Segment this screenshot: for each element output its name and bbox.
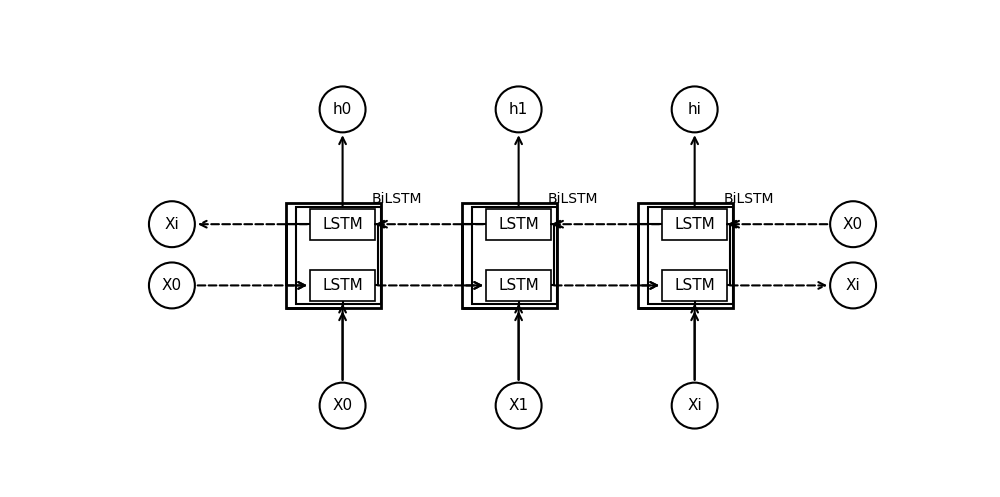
Text: LSTM: LSTM	[674, 278, 715, 293]
FancyBboxPatch shape	[310, 270, 375, 301]
Circle shape	[830, 262, 876, 308]
Text: h1: h1	[509, 102, 528, 117]
Circle shape	[149, 201, 195, 247]
Text: X1: X1	[509, 398, 529, 413]
Text: Xi: Xi	[687, 398, 702, 413]
Circle shape	[496, 86, 542, 132]
FancyBboxPatch shape	[662, 270, 727, 301]
FancyBboxPatch shape	[486, 209, 551, 240]
Text: LSTM: LSTM	[322, 278, 363, 293]
Circle shape	[830, 201, 876, 247]
Circle shape	[672, 86, 718, 132]
FancyBboxPatch shape	[486, 270, 551, 301]
Text: Xi: Xi	[846, 278, 860, 293]
FancyBboxPatch shape	[310, 209, 375, 240]
Text: LSTM: LSTM	[674, 217, 715, 232]
Text: LSTM: LSTM	[498, 278, 539, 293]
Text: X0: X0	[162, 278, 182, 293]
Text: hi: hi	[688, 102, 702, 117]
Text: LSTM: LSTM	[498, 217, 539, 232]
Circle shape	[496, 383, 542, 428]
Circle shape	[149, 262, 195, 308]
Text: BiLSTM: BiLSTM	[723, 192, 774, 206]
Circle shape	[320, 383, 366, 428]
Text: h0: h0	[333, 102, 352, 117]
Text: BiLSTM: BiLSTM	[547, 192, 598, 206]
Text: Xi: Xi	[165, 217, 179, 232]
Circle shape	[320, 86, 366, 132]
Text: LSTM: LSTM	[322, 217, 363, 232]
FancyBboxPatch shape	[662, 209, 727, 240]
Text: BiLSTM: BiLSTM	[371, 192, 422, 206]
Circle shape	[672, 383, 718, 428]
Text: X0: X0	[333, 398, 353, 413]
Text: X0: X0	[843, 217, 863, 232]
